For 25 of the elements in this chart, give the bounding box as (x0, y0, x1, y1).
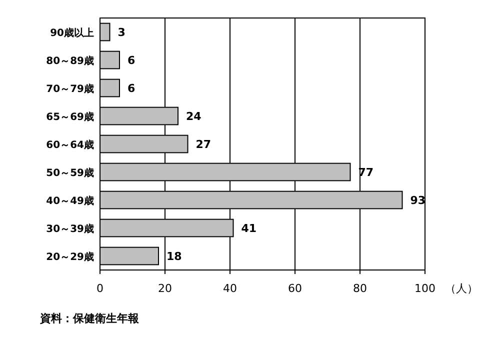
y-tick-label: 40～49歳 (46, 195, 94, 207)
y-tick-label: 50～59歳 (46, 167, 94, 179)
x-tick-label: 40 (223, 282, 237, 295)
data-label: 6 (128, 82, 136, 95)
y-tick-label: 30～39歳 (46, 223, 94, 235)
x-tick-label: 20 (158, 282, 172, 295)
x-tick-label: 60 (288, 282, 302, 295)
x-tick-label: 0 (96, 282, 104, 295)
data-label: 27 (196, 138, 212, 151)
data-label: 93 (410, 194, 426, 207)
y-tick-label: 20～29歳 (46, 251, 94, 263)
y-tick-label: 60～64歳 (46, 139, 94, 151)
data-label: 24 (186, 110, 202, 123)
y-tick-label: 80～89歳 (46, 55, 94, 67)
x-tick-label: 100 (414, 282, 436, 295)
data-label: 18 (166, 250, 182, 263)
x-axis-title: （人） (445, 282, 478, 295)
data-label: 41 (241, 222, 257, 235)
y-tick-label: 70～79歳 (46, 83, 94, 95)
x-tick-label: 80 (353, 282, 367, 295)
y-tick-label: 90歳以上 (50, 27, 94, 39)
data-label: 3 (118, 26, 126, 39)
data-label: 6 (128, 54, 136, 67)
y-tick-label: 65～69歳 (46, 111, 94, 123)
text: 資料：保健衛生年報 (39, 312, 140, 325)
